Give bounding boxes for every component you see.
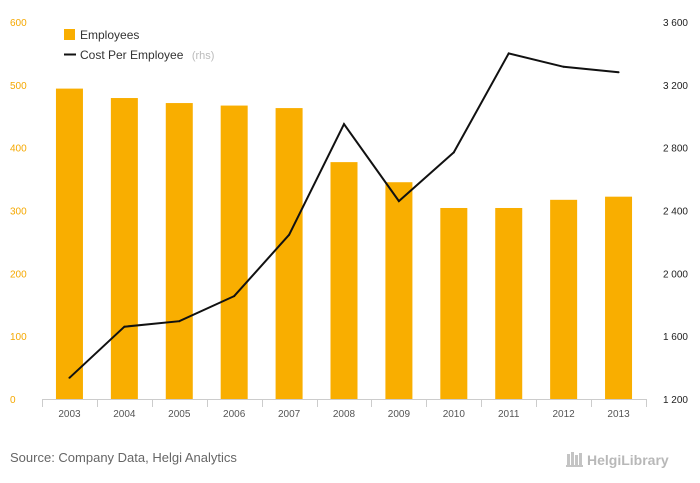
y-right-tick-label: 1 200 (663, 395, 688, 406)
y-right-tick-label: 3 200 (663, 81, 688, 92)
x-tick-label-2004: 2004 (113, 409, 136, 420)
point-cost-per-employee-2003 (68, 376, 71, 379)
bar-employees-2006 (220, 105, 248, 400)
point-cost-per-employee-2004 (123, 325, 126, 328)
line-layer (68, 52, 620, 379)
source-note: Source: Company Data, Helgi Analytics (10, 450, 237, 465)
point-cost-per-employee-2008 (343, 123, 345, 126)
legend: Employees Cost Per Employee (rhs) (64, 28, 214, 63)
bar-employees-2011 (495, 207, 523, 399)
point-cost-per-employee-2010 (452, 151, 455, 154)
legend-label-employees: Employees (80, 28, 139, 42)
x-tick-label-2012: 2012 (553, 409, 576, 420)
brand-logo: HelgiLibrary (566, 452, 669, 468)
bar-employees-2013 (605, 196, 633, 399)
point-cost-per-employee-2007 (288, 233, 291, 236)
bar-employees-2003 (55, 88, 83, 399)
library-icon (566, 452, 583, 467)
legend-label-rhs: (rhs) (192, 50, 215, 62)
x-tick-label-2006: 2006 (223, 409, 246, 420)
brand-name: HelgiLibrary (587, 452, 669, 468)
y-right-tick-label: 2 800 (663, 144, 688, 155)
bar-employees-2005 (165, 103, 193, 400)
bar-employees-2010 (440, 207, 468, 399)
y-right-tick-label: 1 600 (663, 332, 688, 343)
x-tick-label-2007: 2007 (278, 409, 301, 420)
x-tick-label-2011: 2011 (498, 409, 520, 420)
legend-label-cost-text: Cost Per Employee (80, 48, 184, 62)
y-right-tick-label: 2 400 (663, 207, 688, 218)
point-cost-per-employee-2005 (178, 320, 181, 323)
y-left-tick-label: 400 (10, 144, 27, 155)
y-left-tick-label: 500 (10, 81, 27, 92)
y-left-tick-label: 300 (10, 207, 27, 218)
legend-label-cost-per-employee: Cost Per Employee (rhs) (80, 46, 214, 63)
y-right-tick-label: 3 600 (663, 18, 688, 29)
y-left-tick-label: 600 (10, 18, 27, 29)
bar-employees-2009 (385, 182, 413, 399)
bar-employees-2008 (330, 162, 358, 399)
bar-employees-2004 (110, 98, 138, 400)
x-tick-label-2003: 2003 (58, 409, 81, 420)
x-tick-label-2008: 2008 (333, 409, 356, 420)
y-left-tick-label: 200 (10, 269, 27, 280)
bar-employees-2012 (550, 199, 578, 399)
y-left-tick-label: 100 (10, 332, 27, 343)
x-tick-label-2013: 2013 (607, 409, 630, 420)
point-cost-per-employee-2006 (233, 295, 236, 298)
y-left-tick-label: 0 (10, 395, 16, 406)
x-tick-label-2010: 2010 (443, 409, 466, 420)
x-tick-label-2005: 2005 (168, 409, 191, 420)
bar-employees-2007 (275, 108, 303, 399)
bars-layer (55, 88, 633, 400)
x-tick-label-2009: 2009 (388, 409, 411, 420)
point-cost-per-employee-2009 (397, 200, 400, 203)
point-cost-per-employee-2012 (562, 65, 565, 68)
y-right-tick-label: 2 000 (663, 269, 688, 280)
point-cost-per-employee-2013 (617, 71, 620, 74)
point-cost-per-employee-2011 (507, 52, 510, 55)
legend-swatch-employees (64, 29, 75, 40)
axes-layer: 2003 2004 2005 2006 2007 2008 2009 2010 2011 2012… (10, 18, 688, 420)
